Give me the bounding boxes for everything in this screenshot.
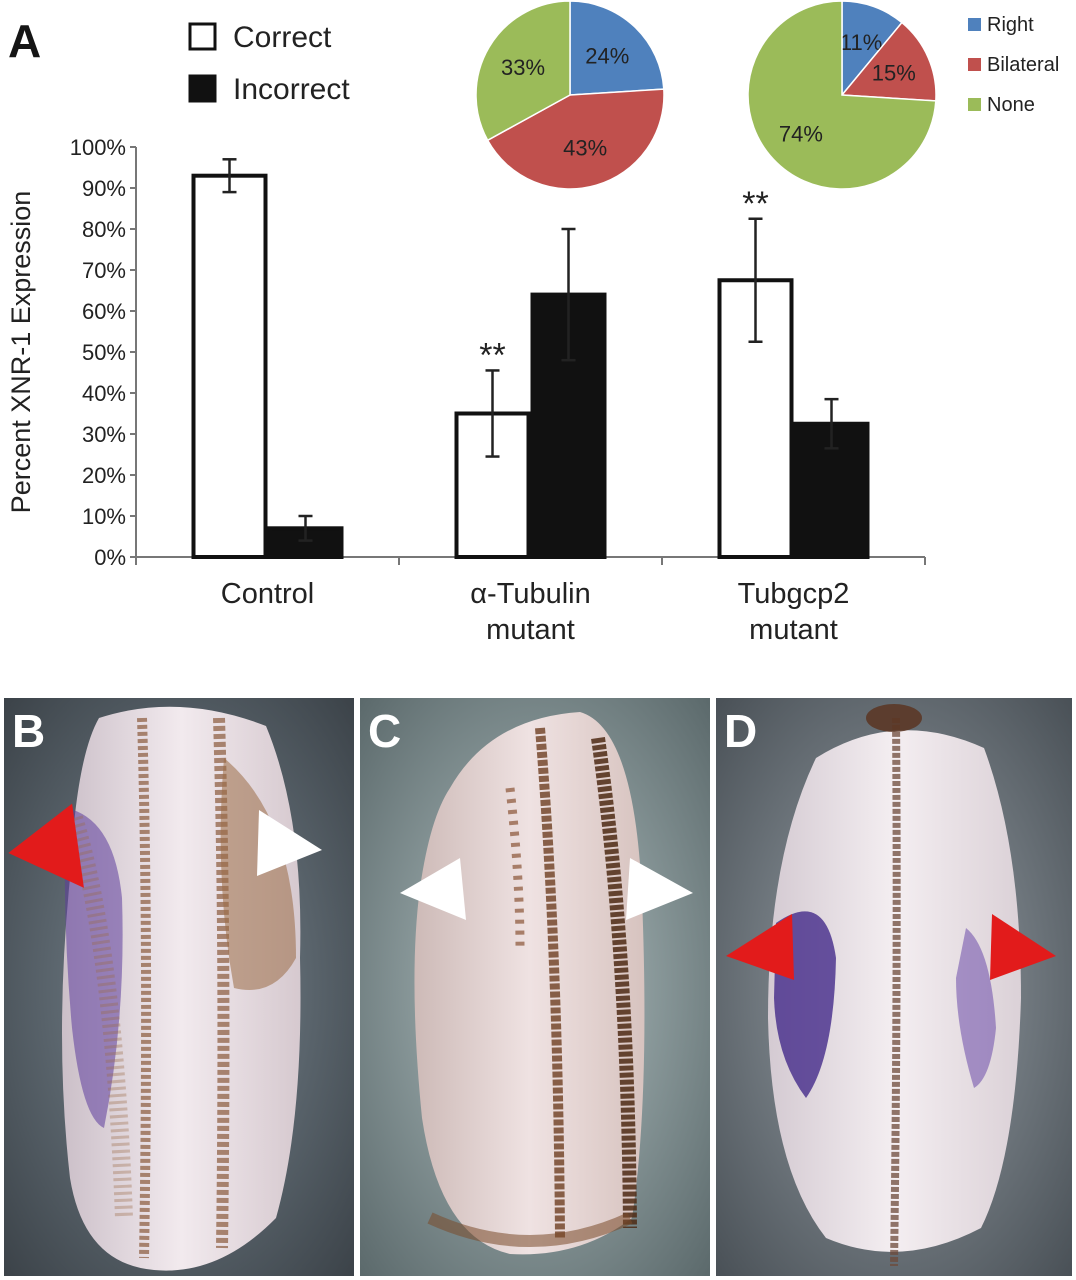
y-tick-label: 90% [82, 176, 126, 201]
y-tick-label: 60% [82, 299, 126, 324]
x-category-label: α-Tubulin [470, 578, 590, 610]
pie-legend-label: None [987, 94, 1035, 116]
panel-b-label: B [12, 705, 46, 757]
legend-label: Correct [233, 21, 332, 54]
pie-legend-swatch-none [968, 98, 981, 111]
pie-slice-bilateral [840, 21, 937, 102]
white-arrowhead [257, 810, 322, 876]
pie-slice-bilateral [486, 88, 665, 190]
y-axis-title: Percent XNR-1 Expression [6, 191, 36, 514]
pie-slice-right [569, 0, 665, 96]
y-tick-label: 80% [82, 217, 126, 242]
chart-area: Correct Incorrect 0% 10% 20% 30% 40% 50% 60% 70%… [6, 0, 1059, 646]
x-category-label: Tubgcp2 [738, 578, 850, 610]
red-arrowhead [8, 803, 84, 888]
pie-slice-label: 43% [563, 135, 607, 160]
white-arrowhead-right [626, 858, 693, 920]
y-tick-label: 100% [70, 135, 126, 160]
embryo-photo-d: D [716, 698, 1072, 1276]
panel-d-label: D [724, 705, 758, 757]
embryo-photo-c: C [360, 698, 710, 1276]
x-category-label: mutant [486, 614, 575, 646]
y-tick-label: 50% [82, 340, 126, 365]
pie-slice-label: 11% [840, 30, 882, 55]
red-arrowhead-left [726, 914, 794, 980]
pie-legend-label: Bilateral [987, 54, 1059, 76]
pie-slice-none [475, 0, 571, 142]
pie-legend: Right Bilateral None [968, 14, 1059, 116]
bar-legend: Correct Incorrect [188, 21, 350, 106]
pie-chart-1: 24% 43% 33% [475, 0, 665, 190]
pie-chart-2: 11% 15% 74% [747, 0, 937, 190]
y-tick-label: 40% [82, 381, 126, 406]
pie-slice-label: 33% [501, 55, 545, 80]
y-tick-label: 10% [82, 504, 126, 529]
bar-chart: 0% 10% 20% 30% 40% 50% 60% 70% 80% 90% 100% Percent… [6, 135, 926, 646]
y-tick-label: 70% [82, 258, 126, 283]
pie-legend-swatch-bilateral [968, 58, 981, 71]
pie-slice-label: 15% [872, 61, 916, 86]
y-tick-label: 30% [82, 422, 126, 447]
legend-swatch-correct [188, 22, 217, 51]
embryo-photo-b: B [4, 698, 354, 1276]
panel-a-label: A [8, 15, 42, 67]
legend-label: Incorrect [233, 73, 350, 106]
bar-correct [191, 173, 268, 559]
pie-legend-label: Right [987, 14, 1034, 36]
legend-swatch-incorrect [188, 74, 217, 103]
pie-slice-label: 24% [585, 43, 629, 68]
significance-label: ** [742, 185, 768, 223]
panel-c-label: C [368, 705, 402, 757]
pie-slice-right [841, 0, 903, 98]
red-arrowhead-right [990, 914, 1056, 980]
pie-slice-label: 74% [779, 122, 823, 147]
y-tick-label: 20% [82, 463, 126, 488]
y-tick-label: 0% [94, 545, 126, 570]
pie-legend-swatch-right [968, 18, 981, 31]
significance-label: ** [479, 336, 505, 374]
white-arrowhead-left [400, 858, 466, 920]
x-category-label: Control [221, 578, 315, 610]
x-category-label: mutant [749, 614, 838, 646]
pie-slice-none [747, 0, 937, 190]
